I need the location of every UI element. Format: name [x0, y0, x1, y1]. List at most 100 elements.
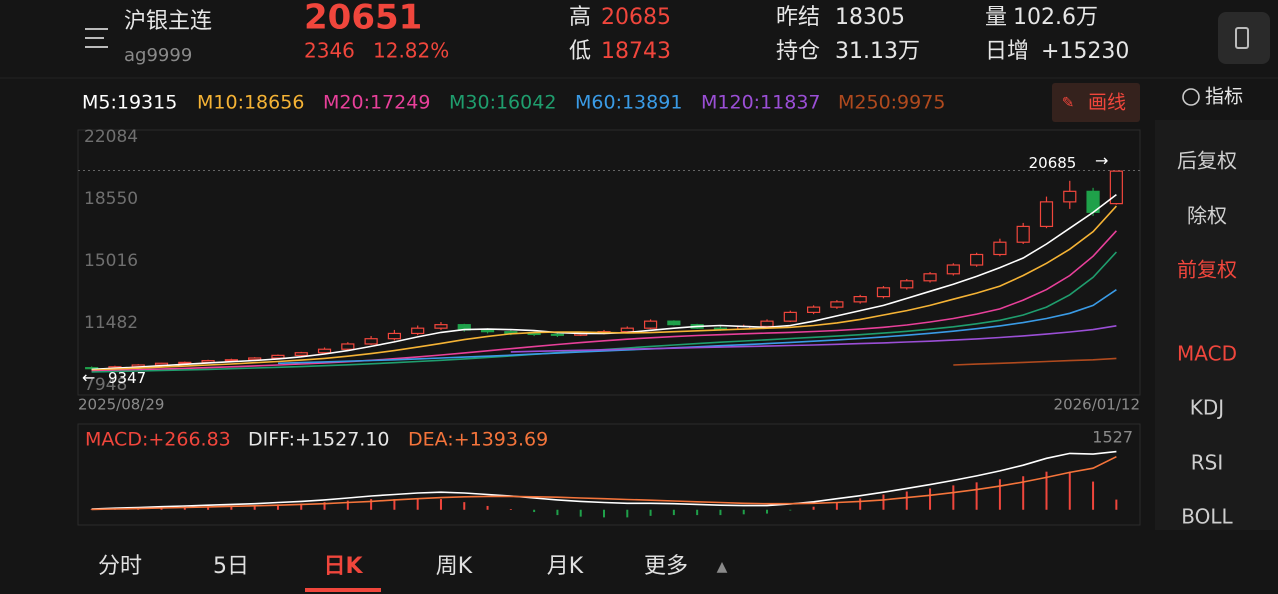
- kline-frame: [77, 129, 1141, 396]
- y-tick-label: 15016: [84, 251, 138, 271]
- menu-icon[interactable]: [85, 28, 108, 48]
- high-arrow: →: [1095, 151, 1108, 170]
- ma-line: [510, 325, 1117, 353]
- legend-entry: M30:16042: [449, 92, 556, 114]
- candle-body: [620, 327, 634, 333]
- more-arrow[interactable]: ▲: [717, 559, 728, 575]
- candle-body: [178, 361, 192, 364]
- candle-body: [853, 295, 867, 303]
- legend-entry: M10:18656: [197, 92, 304, 114]
- candle-body: [341, 343, 355, 350]
- side-item[interactable]: RSI: [1191, 451, 1224, 475]
- candle-body: [806, 306, 821, 313]
- candle-body: [970, 253, 984, 266]
- value: 102.6万: [1013, 5, 1098, 30]
- candle-body: [411, 327, 425, 335]
- value: 18743: [601, 39, 671, 64]
- y-tick-label: 22084: [84, 127, 138, 147]
- candle-body: [1039, 201, 1054, 228]
- candle-body: [946, 264, 960, 275]
- side-item[interactable]: MACD: [1177, 342, 1237, 366]
- candle-body: [643, 320, 658, 329]
- candle-body: [527, 332, 541, 336]
- candle-body: [876, 287, 891, 298]
- price: 20651: [304, 0, 422, 38]
- y-tick-label: 11482: [84, 313, 138, 333]
- legend-entry: M20:17249: [323, 92, 430, 114]
- low-arrow: ←: [82, 368, 95, 387]
- candle-body: [271, 354, 285, 359]
- candle-body: [434, 324, 448, 329]
- candle-body: [550, 333, 565, 336]
- label: 日增: [985, 39, 1029, 64]
- value: 18305: [835, 5, 905, 30]
- value: 20685: [601, 5, 671, 30]
- side-item[interactable]: 除权: [1187, 204, 1227, 228]
- label: 昨结: [776, 5, 820, 30]
- candle-body: [294, 352, 308, 356]
- tab[interactable]: 日K: [323, 554, 363, 579]
- instrument-code: ag9999: [124, 45, 192, 66]
- candle-body: [993, 241, 1007, 256]
- candle-body: [783, 311, 797, 322]
- label: 量: [985, 5, 1007, 30]
- side-item[interactable]: BOLL: [1181, 505, 1233, 529]
- candle-body: [923, 273, 937, 282]
- low-marker: 9347: [108, 369, 146, 387]
- candle-body: [760, 320, 774, 328]
- candle-body: [1063, 190, 1077, 203]
- change-pct: 12.82%: [373, 39, 449, 63]
- legend-entry: M60:13891: [575, 92, 682, 114]
- y-tick-label: 18550: [84, 189, 138, 209]
- side-item[interactable]: KDJ: [1190, 396, 1224, 420]
- legend-entry: M120:11837: [701, 92, 821, 114]
- value: +15230: [1041, 39, 1129, 64]
- date-start: 2025/08/29: [78, 396, 164, 414]
- macd-label: MACD:+266.83: [85, 429, 231, 451]
- tab[interactable]: 更多: [644, 554, 688, 579]
- ma-line: [953, 357, 1117, 366]
- macd-line: [91, 455, 1117, 511]
- indicator-icon: [1182, 88, 1200, 106]
- draw-button[interactable]: 画线 ✎: [1052, 83, 1140, 122]
- legend-entry: M5:19315: [82, 92, 177, 114]
- dea-label: DEA:+1393.69: [408, 429, 548, 451]
- candle-body: [480, 329, 495, 333]
- tab[interactable]: 周K: [436, 554, 473, 579]
- candle-body: [317, 348, 332, 354]
- legend-entry: M250:9975: [838, 92, 945, 114]
- tab[interactable]: 分时: [98, 554, 142, 579]
- pen-icon: ✎: [1062, 94, 1075, 112]
- macd-frame: [77, 423, 1141, 526]
- macd-line: [91, 450, 1117, 510]
- diff-label: DIFF:+1527.10: [248, 429, 390, 451]
- instrument-name: 沪银主连: [124, 9, 212, 34]
- label: 高: [569, 5, 591, 30]
- side-item[interactable]: 后复权: [1177, 149, 1237, 173]
- ma-line: [91, 230, 1117, 372]
- candle-body: [224, 359, 238, 362]
- candle-body: [364, 338, 378, 345]
- icon: [1235, 27, 1249, 49]
- ma-line: [91, 205, 1117, 372]
- candle-body: [1109, 170, 1123, 205]
- device-button[interactable]: [1218, 12, 1270, 64]
- indicator-label[interactable]: 指标: [1205, 86, 1243, 108]
- tab[interactable]: 月K: [547, 554, 584, 579]
- candle-body: [387, 332, 401, 340]
- button-label: 画线: [1088, 92, 1126, 114]
- tab-underline: [305, 588, 381, 592]
- change: 2346: [304, 39, 355, 63]
- side-item[interactable]: 前复权: [1177, 258, 1237, 282]
- button-bg: [1218, 12, 1270, 64]
- tab-bar: [0, 540, 1278, 594]
- date-end: 2026/01/12: [1054, 396, 1140, 414]
- label: 低: [569, 39, 591, 64]
- candle-body: [667, 320, 681, 326]
- tab[interactable]: 5日: [213, 554, 249, 579]
- label: 持仓: [776, 39, 820, 64]
- value: 31.13万: [835, 39, 920, 64]
- button-bg: [1052, 83, 1140, 122]
